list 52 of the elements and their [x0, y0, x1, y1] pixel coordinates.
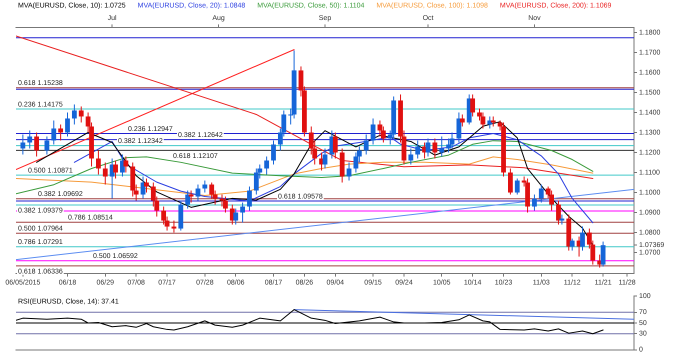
candlestick [240, 202, 246, 224]
candlestick [470, 94, 476, 117]
candlestick [20, 134, 26, 156]
candlestick [600, 241, 606, 268]
candlestick [370, 118, 376, 145]
candlestick [113, 160, 118, 180]
candlestick [532, 194, 537, 212]
candlestick [271, 140, 276, 166]
candlestick [460, 114, 465, 127]
candlestick [202, 180, 208, 194]
candlestick [549, 190, 554, 212]
candlestick [426, 138, 430, 158]
candlestick [456, 112, 462, 143]
candlestick [556, 200, 561, 226]
candlestick [346, 162, 352, 182]
candlestick [450, 132, 454, 149]
candlestick [223, 196, 228, 214]
candlestick [322, 148, 328, 170]
candlestick [432, 138, 438, 160]
candlestick [72, 104, 77, 125]
candlestick [102, 162, 108, 186]
candlestick [247, 186, 252, 212]
candlestick [65, 112, 70, 137]
candlestick [559, 214, 564, 226]
candlestick [490, 116, 496, 127]
candlestick [96, 150, 101, 176]
candlestick [172, 220, 176, 234]
candlestick [51, 120, 56, 145]
candlestick [264, 156, 270, 176]
candlestick [570, 238, 575, 252]
candlestick [27, 130, 32, 149]
candlestick [332, 132, 338, 160]
candlestick [123, 156, 128, 174]
candlestick [514, 178, 520, 196]
candlestick [580, 226, 585, 252]
candlestick [188, 190, 194, 204]
candlestick [144, 178, 149, 194]
candlestick [58, 124, 64, 141]
candlestick [408, 148, 414, 166]
candlestick [364, 134, 369, 156]
candlestick [140, 176, 146, 200]
candlestick [196, 184, 200, 202]
candlestick [44, 136, 50, 156]
candlestick [439, 136, 444, 158]
candlestick [78, 106, 84, 123]
candlestick [480, 112, 486, 129]
candlestick [508, 168, 513, 196]
candlestick [415, 140, 420, 160]
candlestick [34, 132, 40, 158]
candlestick [538, 184, 544, 204]
candlestick [254, 168, 259, 196]
candlestick [233, 208, 238, 226]
